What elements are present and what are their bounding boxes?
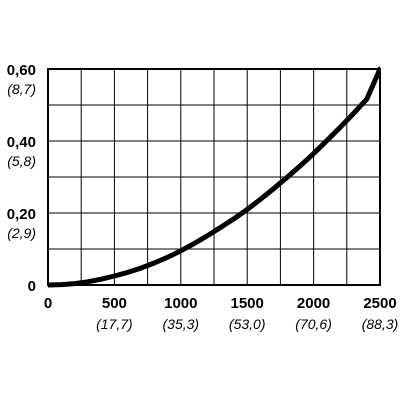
x-tick-labels: 0 500 (17,7) 1000 (35,3) 1500 (53,0) 2000 (70,6)… (44, 295, 398, 332)
plot-frame (47, 68, 381, 286)
y-tick-label: 0 (28, 278, 36, 295)
series-layer (48, 66, 380, 288)
grid-lines (48, 69, 380, 285)
y-tick-sublabel: (5,8) (7, 153, 36, 169)
y-tick-label: 0,60 (7, 62, 36, 79)
x-tick-label: 2000 (297, 295, 330, 312)
x-tick-label: 1000 (164, 295, 197, 312)
x-tick-sublabel: (53,0) (229, 316, 266, 332)
y-tick-label: 0,40 (7, 134, 36, 151)
series-line-0 (48, 66, 380, 288)
y-tick-sublabel: (2,9) (7, 225, 36, 241)
x-tick-label: 500 (102, 295, 127, 312)
x-tick-sublabel: (17,7) (96, 316, 133, 332)
x-tick-sublabel: (88,3) (362, 316, 399, 332)
x-tick-label: 0 (44, 295, 52, 312)
x-tick-label: 2500 (363, 295, 396, 312)
y-tick-label: 0,20 (7, 206, 36, 223)
x-tick-sublabel: (70,6) (295, 316, 332, 332)
x-tick-label: 1500 (231, 295, 264, 312)
y-tick-sublabel: (8,7) (7, 81, 36, 97)
y-tick-labels: 0 0,20 (2,9) 0,40 (5,8) 0,60 (8,7) (7, 62, 36, 295)
x-tick-sublabel: (35,3) (163, 316, 200, 332)
